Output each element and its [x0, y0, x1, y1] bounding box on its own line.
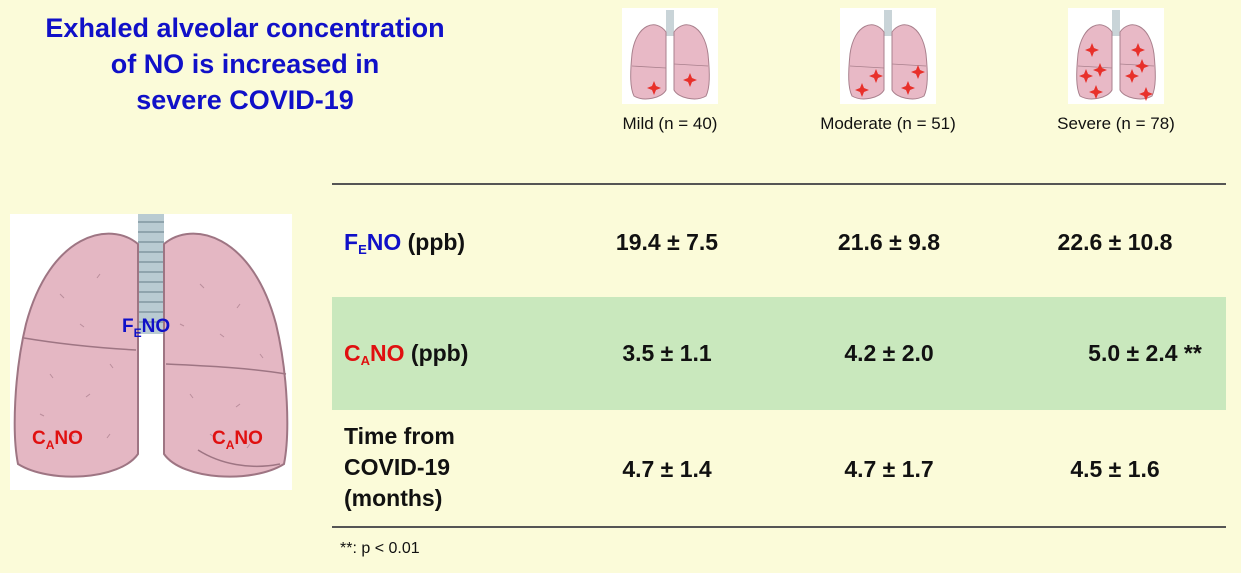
svg-text:CANO: CANO	[212, 428, 263, 452]
time-label-line-2: COVID-19	[344, 454, 451, 480]
lungs-severe-icon	[1068, 8, 1164, 104]
cano-moderate-value: 4.2 ± 2.0	[844, 340, 934, 366]
table-top-rule	[332, 183, 1226, 185]
ca-left-sub: A	[46, 438, 55, 452]
fe-label-suffix: NO	[142, 316, 171, 337]
column-label-mild: Mild (n = 40)	[622, 114, 718, 133]
column-label-severe: Severe (n = 78)	[1057, 114, 1175, 133]
cano-severe-value: 5.0 ± 2.4 **	[1088, 340, 1202, 366]
ca-left-main: C	[32, 428, 46, 449]
time-severe-value: 4.5 ± 1.6	[1070, 456, 1160, 482]
row-label-feno: FENO (ppb)	[344, 229, 465, 257]
ca-right-main: C	[212, 428, 226, 449]
time-moderate-value: 4.7 ± 1.7	[844, 456, 934, 482]
column-header-moderate: Moderate (n = 51)	[788, 8, 988, 134]
feno-unit: (ppb)	[401, 229, 466, 255]
column-label-moderate: Moderate (n = 51)	[820, 114, 956, 133]
title-line-2: of NO is increased in	[110, 49, 380, 79]
fe-label-sub: E	[134, 326, 142, 340]
title-line-1: Exhaled alveolar concentration	[45, 13, 445, 43]
lungs-moderate-icon	[840, 8, 936, 104]
ca-right-sub: A	[226, 438, 235, 452]
cano-main: C	[344, 340, 361, 366]
cano-unit: (ppb)	[404, 340, 469, 366]
lungs-mild-icon	[622, 8, 718, 104]
column-header-severe: Severe (n = 78)	[1016, 8, 1216, 134]
row-label-time: Time from COVID-19 (months)	[344, 421, 455, 514]
row-label-cano: CANO (ppb)	[344, 340, 468, 368]
feno-suffix: NO	[366, 229, 402, 255]
ca-right-suffix: NO	[234, 428, 263, 449]
ca-left-suffix: NO	[54, 428, 83, 449]
highlight-band	[332, 297, 1226, 410]
feno-severe-value: 22.6 ± 10.8	[1057, 229, 1173, 255]
trachea-icon	[138, 214, 164, 334]
table-bottom-rule	[332, 526, 1226, 528]
time-label-line-3: (months)	[344, 485, 443, 511]
cano-mild-value: 3.5 ± 1.1	[622, 340, 712, 366]
fe-label-main: F	[122, 316, 134, 337]
slide-title: Exhaled alveolar concentration of NO is …	[10, 10, 480, 118]
feno-moderate-value: 21.6 ± 9.8	[837, 229, 941, 255]
feno-mild-value: 19.4 ± 7.5	[615, 229, 719, 255]
time-label-line-1: Time from	[344, 423, 455, 449]
feno-main: F	[344, 229, 359, 255]
footnote: **: p < 0.01	[340, 540, 420, 557]
svg-text:FENO: FENO	[122, 316, 170, 340]
cano-sub: A	[360, 353, 371, 368]
lungs-illustration: FENO CANO CANO	[10, 214, 292, 490]
feno-sub: E	[358, 242, 367, 257]
time-mild-value: 4.7 ± 1.4	[622, 456, 712, 482]
cano-suffix: NO	[370, 340, 405, 366]
svg-text:CANO: CANO	[32, 428, 83, 452]
title-line-3: severe COVID-19	[136, 85, 354, 115]
column-header-mild: Mild (n = 40)	[570, 8, 770, 134]
